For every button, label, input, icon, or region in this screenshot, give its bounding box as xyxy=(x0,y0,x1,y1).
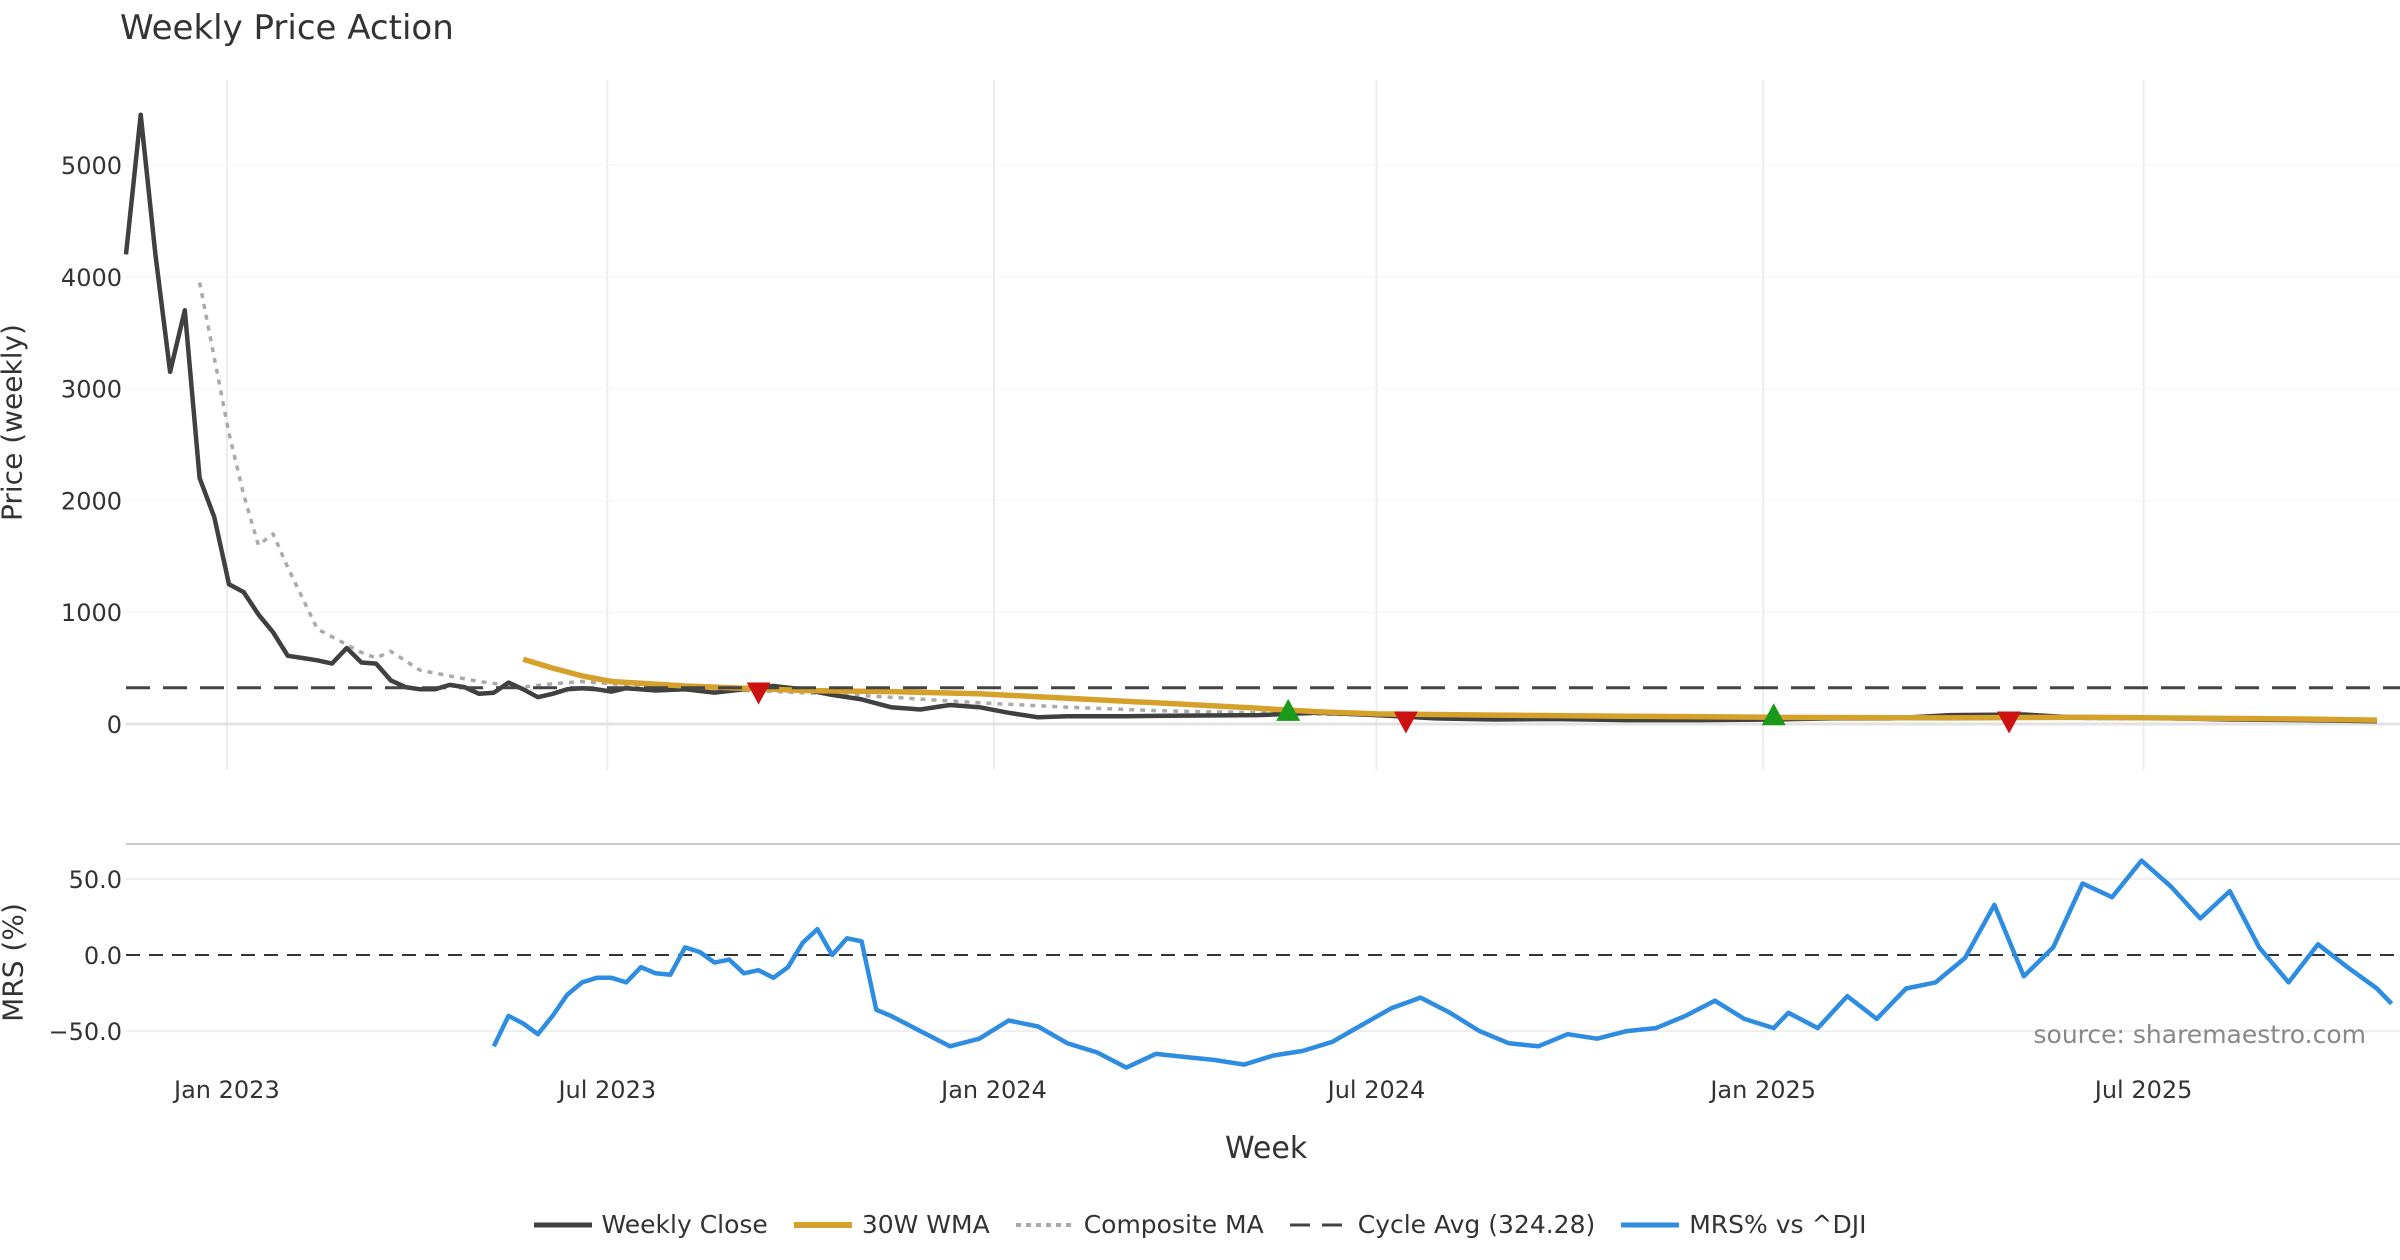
legend-swatch-cycle-avg xyxy=(1289,1223,1348,1226)
legend-item-cycle-avg: Cycle Avg (324.28) xyxy=(1289,1210,1596,1239)
sell-signal-marker xyxy=(1393,711,1418,734)
x-tick-label: Jan 2024 xyxy=(939,1076,1047,1104)
tick-labels: Jan 2023 Jul 2023 Jan 2024 Jul 2024 Jan 2025… xyxy=(48,152,2192,1104)
legend-label: Cycle Avg (324.28) xyxy=(1357,1210,1596,1239)
legend-item-30w-wma: 30W WMA xyxy=(793,1210,990,1239)
chart-title: Weekly Price Action xyxy=(120,8,454,48)
price-tick-label: 2000 xyxy=(61,487,122,515)
x-tick-label: Jul 2024 xyxy=(1326,1076,1426,1104)
x-axis-title: Week xyxy=(1225,1131,1308,1166)
grid-lines xyxy=(126,80,2400,1033)
x-tick-label: Jan 2023 xyxy=(172,1076,280,1104)
buy-signal-marker xyxy=(1276,698,1301,721)
x-tick-label: Jan 2025 xyxy=(1708,1076,1816,1104)
price-tick-label: 0 xyxy=(107,711,122,739)
price-tick-label: 5000 xyxy=(61,152,122,180)
legend-swatch-30w-wma xyxy=(793,1221,852,1228)
legend-item-weekly-close: Weekly Close xyxy=(533,1210,768,1239)
price-tick-label: 4000 xyxy=(61,264,122,292)
legend-item-mrs: MRS% vs ^DJI xyxy=(1621,1210,1866,1239)
series-lines xyxy=(123,112,2400,1070)
price-tick-label: 1000 xyxy=(61,599,122,627)
legend: Weekly Close 30W WMA Composite MA Cycle … xyxy=(0,1210,2400,1239)
price-tick-label: 3000 xyxy=(61,376,122,404)
legend-swatch-weekly-close xyxy=(533,1222,592,1227)
legend-swatch-mrs xyxy=(1621,1222,1680,1227)
source-note: source: sharemaestro.com xyxy=(2033,1020,2367,1049)
legend-label: Weekly Close xyxy=(601,1210,768,1239)
wma-30w-line xyxy=(522,656,2377,723)
x-tick-label: Jul 2023 xyxy=(556,1076,656,1104)
signal-markers xyxy=(746,682,2022,734)
legend-label: 30W WMA xyxy=(861,1210,990,1239)
mrs-tick-label: 0.0 xyxy=(84,942,122,970)
mrs-tick-label: 50.0 xyxy=(69,866,122,894)
price-axis-label: Price (weekly) xyxy=(0,324,29,521)
sell-signal-marker xyxy=(1997,711,2022,734)
x-tick-label: Jul 2025 xyxy=(2093,1076,2193,1104)
sell-signal-marker xyxy=(746,682,771,705)
mrs-line xyxy=(491,858,2394,1070)
composite-ma-line xyxy=(197,282,2377,723)
legend-item-composite-ma: Composite MA xyxy=(1015,1210,1264,1239)
mrs-axis-label: MRS (%) xyxy=(0,903,30,1022)
legend-label: MRS% vs ^DJI xyxy=(1689,1210,1867,1239)
legend-swatch-composite-ma xyxy=(1015,1222,1074,1227)
legend-label: Composite MA xyxy=(1083,1210,1264,1239)
buy-signal-marker xyxy=(1761,703,1786,726)
weekly-close-line xyxy=(123,112,2377,724)
mrs-tick-label: −50.0 xyxy=(48,1018,122,1046)
